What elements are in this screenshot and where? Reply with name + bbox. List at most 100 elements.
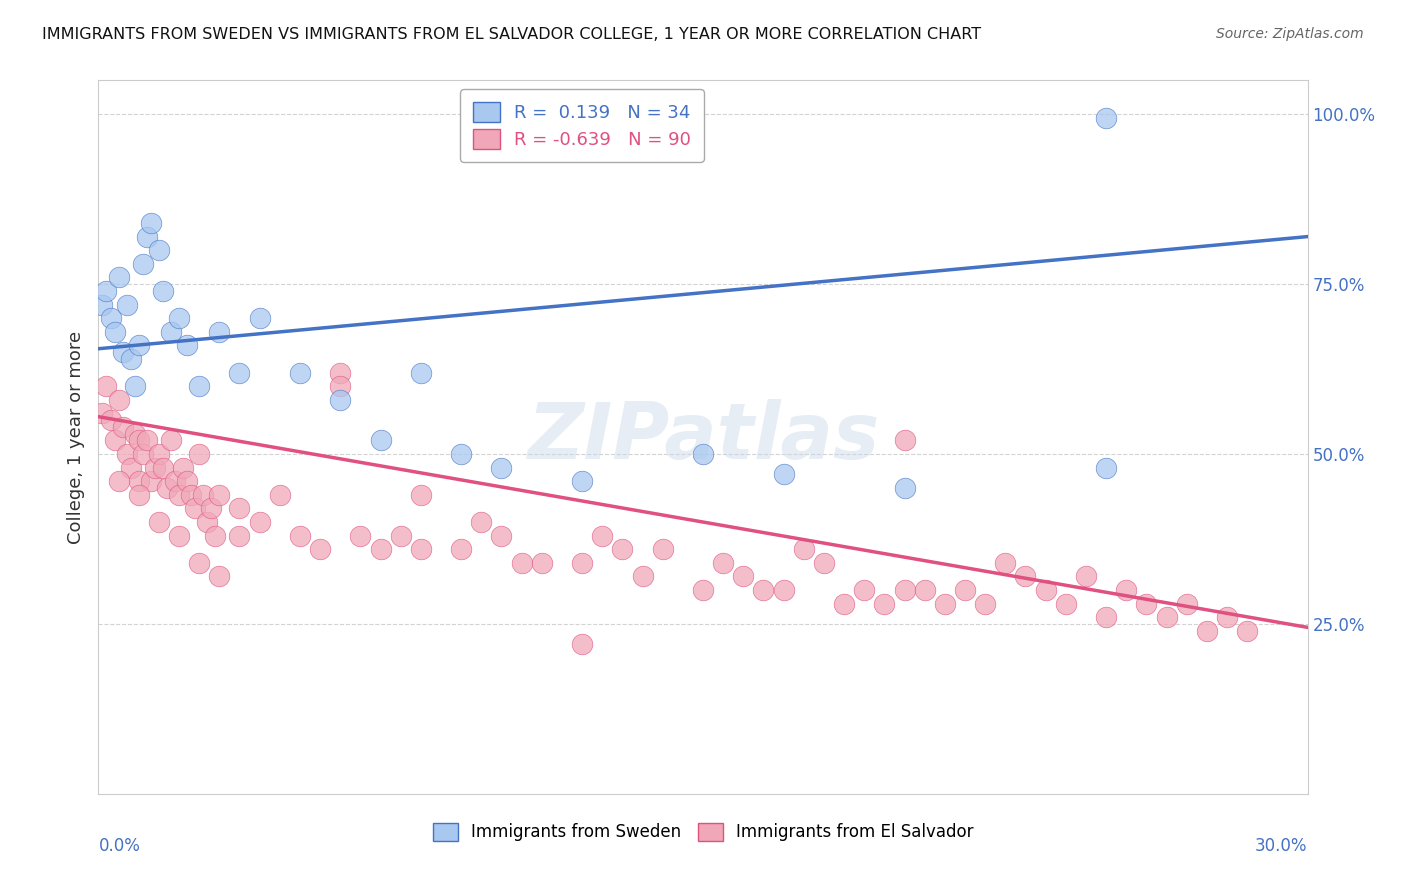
Point (96, 284, 118, 298)
Point (893, 582, 915, 597)
Point (1195, 624, 1218, 638)
Point (329, 392, 352, 407)
Point (288, 366, 311, 380)
Point (349, 528, 371, 542)
Point (1074, 569, 1097, 583)
Point (631, 569, 654, 583)
Point (409, 542, 432, 557)
Point (470, 515, 492, 529)
Point (853, 582, 876, 597)
Point (139, 216, 162, 230)
Point (1236, 624, 1258, 638)
Point (188, 379, 211, 393)
Legend: Immigrants from Sweden, Immigrants from El Salvador: Immigrants from Sweden, Immigrants from … (425, 814, 981, 850)
Text: IMMIGRANTS FROM SWEDEN VS IMMIGRANTS FROM EL SALVADOR COLLEGE, 1 YEAR OR MORE CO: IMMIGRANTS FROM SWEDEN VS IMMIGRANTS FRO… (42, 27, 981, 42)
Point (167, 488, 190, 502)
Point (1216, 610, 1239, 624)
Point (172, 460, 194, 475)
Point (934, 597, 956, 611)
Point (530, 556, 553, 570)
Point (193, 488, 215, 502)
Point (711, 556, 734, 570)
Point (1095, 111, 1118, 125)
Point (1095, 610, 1118, 624)
Point (249, 515, 271, 529)
Point (873, 597, 896, 611)
Point (135, 434, 157, 448)
Point (152, 284, 174, 298)
Point (651, 542, 673, 557)
Point (195, 515, 218, 529)
Point (143, 460, 166, 475)
Point (200, 501, 222, 516)
Point (1115, 582, 1137, 597)
Point (128, 488, 150, 502)
Point (571, 556, 593, 570)
Point (132, 257, 155, 271)
Point (160, 434, 183, 448)
Point (370, 542, 392, 557)
Point (128, 338, 150, 352)
Point (1095, 460, 1118, 475)
Point (491, 460, 513, 475)
Point (772, 467, 794, 482)
Point (692, 447, 714, 461)
Point (974, 597, 997, 611)
Point (228, 528, 250, 542)
Point (132, 447, 155, 461)
Point (288, 528, 311, 542)
Text: 30.0%: 30.0% (1256, 837, 1308, 855)
Point (450, 447, 472, 461)
Point (370, 434, 392, 448)
Point (733, 569, 755, 583)
Point (752, 582, 775, 597)
Text: Source: ZipAtlas.com: Source: ZipAtlas.com (1216, 27, 1364, 41)
Point (115, 447, 138, 461)
Point (692, 582, 714, 597)
Point (107, 475, 129, 489)
Point (389, 528, 412, 542)
Point (100, 413, 122, 427)
Point (115, 297, 138, 311)
Point (100, 311, 122, 326)
Point (510, 556, 533, 570)
Point (813, 556, 835, 570)
Point (208, 488, 231, 502)
Point (1054, 597, 1077, 611)
Point (148, 447, 170, 461)
Point (914, 582, 936, 597)
Point (167, 311, 190, 326)
Point (491, 528, 513, 542)
Point (893, 434, 915, 448)
Point (329, 379, 352, 393)
Point (188, 447, 211, 461)
Point (111, 420, 134, 434)
Point (103, 325, 125, 339)
Point (409, 366, 432, 380)
Point (91, 406, 114, 420)
Point (167, 528, 190, 542)
Point (309, 542, 332, 557)
Point (107, 270, 129, 285)
Point (184, 501, 207, 516)
Point (176, 475, 198, 489)
Point (152, 460, 174, 475)
Point (139, 475, 162, 489)
Point (128, 475, 150, 489)
Text: ZIPatlas: ZIPatlas (527, 399, 879, 475)
Point (612, 542, 634, 557)
Point (1156, 610, 1178, 624)
Point (1135, 597, 1157, 611)
Point (228, 366, 250, 380)
Point (156, 481, 179, 495)
Point (1014, 569, 1036, 583)
Point (269, 488, 291, 502)
Point (1175, 597, 1198, 611)
Point (124, 426, 146, 441)
Point (204, 528, 226, 542)
Point (450, 542, 472, 557)
Point (103, 434, 125, 448)
Point (409, 488, 432, 502)
Point (176, 338, 198, 352)
Point (953, 582, 976, 597)
